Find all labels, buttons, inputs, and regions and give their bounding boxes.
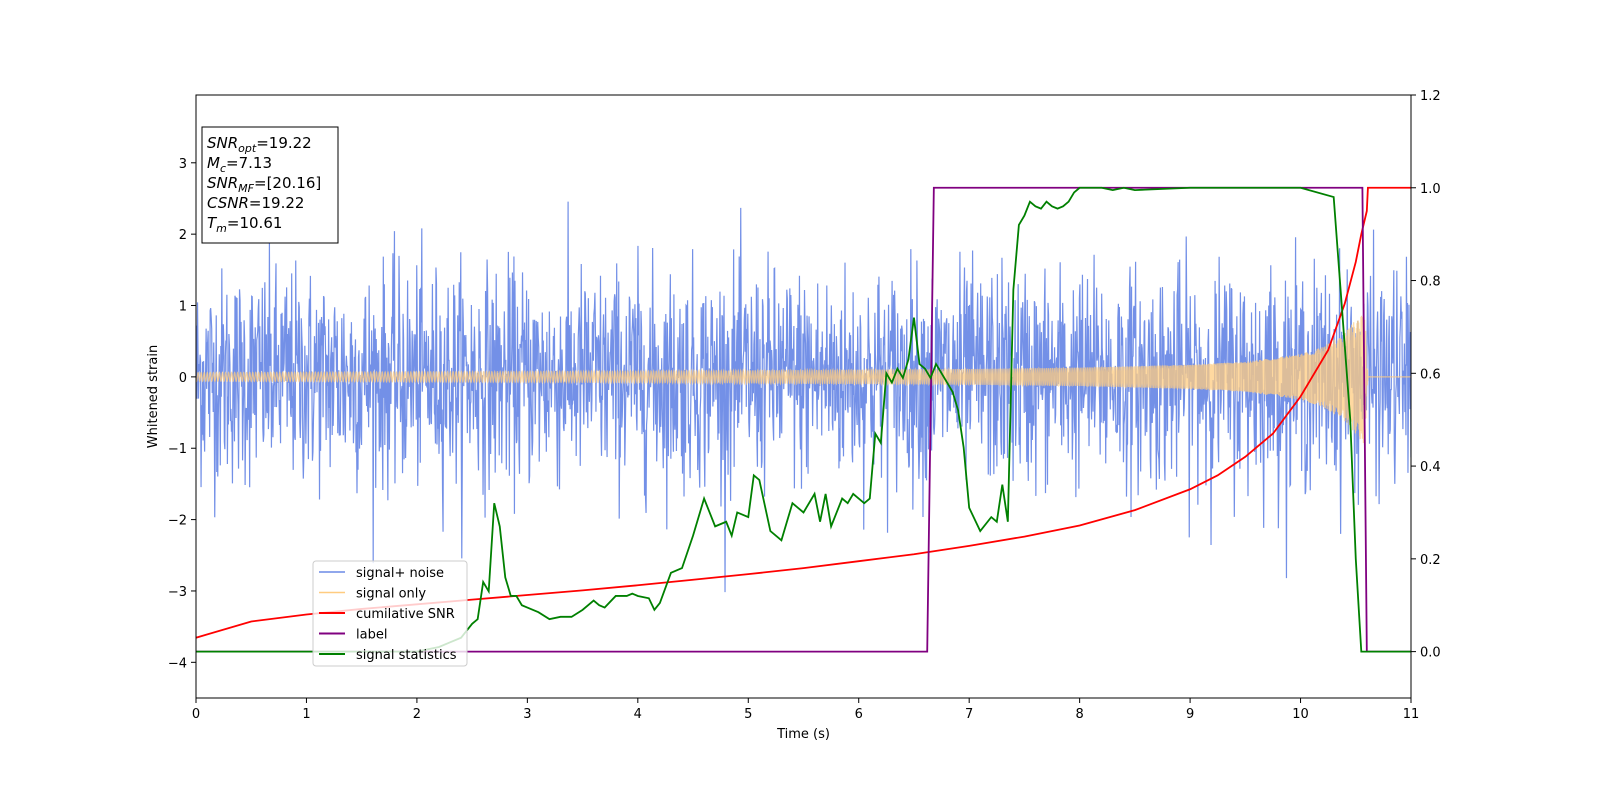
- plot-frame: [195, 94, 1412, 699]
- x-tick-label: 0: [192, 707, 200, 722]
- y-right-tick-label: 0.0: [1420, 646, 1441, 661]
- x-tick-label: 1: [302, 707, 310, 722]
- legend-label: signal only: [356, 587, 426, 602]
- info-line: SNRopt=19.22: [207, 134, 312, 155]
- y-right-tick-label: 0.4: [1420, 460, 1441, 475]
- y-right-tick-label: 0.2: [1420, 553, 1441, 568]
- series-signal-only-line: [196, 315, 1411, 445]
- x-tick-label: 11: [1403, 707, 1420, 722]
- y-right-tick-label: 1.0: [1420, 182, 1441, 197]
- info-box: SNRopt=19.22Mc=7.13SNRMF=[20.16]CSNR=19.…: [201, 126, 339, 244]
- y-left-tick-label: 2: [179, 228, 187, 243]
- x-tick-label: 6: [855, 707, 863, 722]
- info-line: CSNR=19.22: [207, 194, 304, 212]
- legend-label: signal statistics: [356, 648, 457, 663]
- y-right-tick-label: 1.2: [1420, 89, 1441, 104]
- legend-label: cumilative SNR: [356, 607, 455, 622]
- x-tick-label: 10: [1292, 707, 1309, 722]
- x-tick-label: 4: [634, 707, 642, 722]
- x-axis-label: Time (s): [776, 727, 830, 742]
- x-tick-label: 5: [744, 707, 752, 722]
- x-tick-label: 3: [523, 707, 531, 722]
- series-signal-statistics-line: [196, 186, 1411, 653]
- y-left-tick-label: −3: [168, 585, 187, 600]
- info-line: Tm=10.61: [207, 214, 282, 235]
- y-left-tick-label: 3: [179, 157, 187, 172]
- y-axis-label: Whitened strain: [146, 345, 161, 448]
- x-tick-label: 2: [413, 707, 421, 722]
- x-tick-label: 9: [1186, 707, 1194, 722]
- axes: 0 1 2 3 4 5 6 7 8 9 10 11 −4 −3 −2 −1 0 1 2 3 0.0 0.2 0.4 0.6 0.…: [168, 89, 1441, 722]
- legend: signal+ noise signal only cumilative SNR la…: [312, 560, 468, 667]
- legend-label: signal+ noise: [356, 566, 444, 581]
- y-left-tick-label: 1: [179, 300, 187, 315]
- y-left-tick-label: 0: [179, 371, 187, 386]
- info-line: Mc=7.13: [207, 154, 272, 175]
- x-tick-label: 8: [1075, 707, 1083, 722]
- y-left-tick-label: −4: [168, 656, 187, 671]
- info-box-frame: [201, 126, 339, 244]
- x-tick-label: 7: [965, 707, 973, 722]
- info-line: SNRMF=[20.16]: [207, 174, 321, 195]
- legend-label: label: [356, 628, 387, 643]
- y-left-tick-label: −2: [168, 514, 187, 529]
- legend-frame: [312, 560, 468, 667]
- y-right-tick-label: 0.6: [1420, 367, 1441, 382]
- y-left-tick-label: −1: [168, 442, 187, 457]
- y-right-tick-label: 0.8: [1420, 275, 1441, 290]
